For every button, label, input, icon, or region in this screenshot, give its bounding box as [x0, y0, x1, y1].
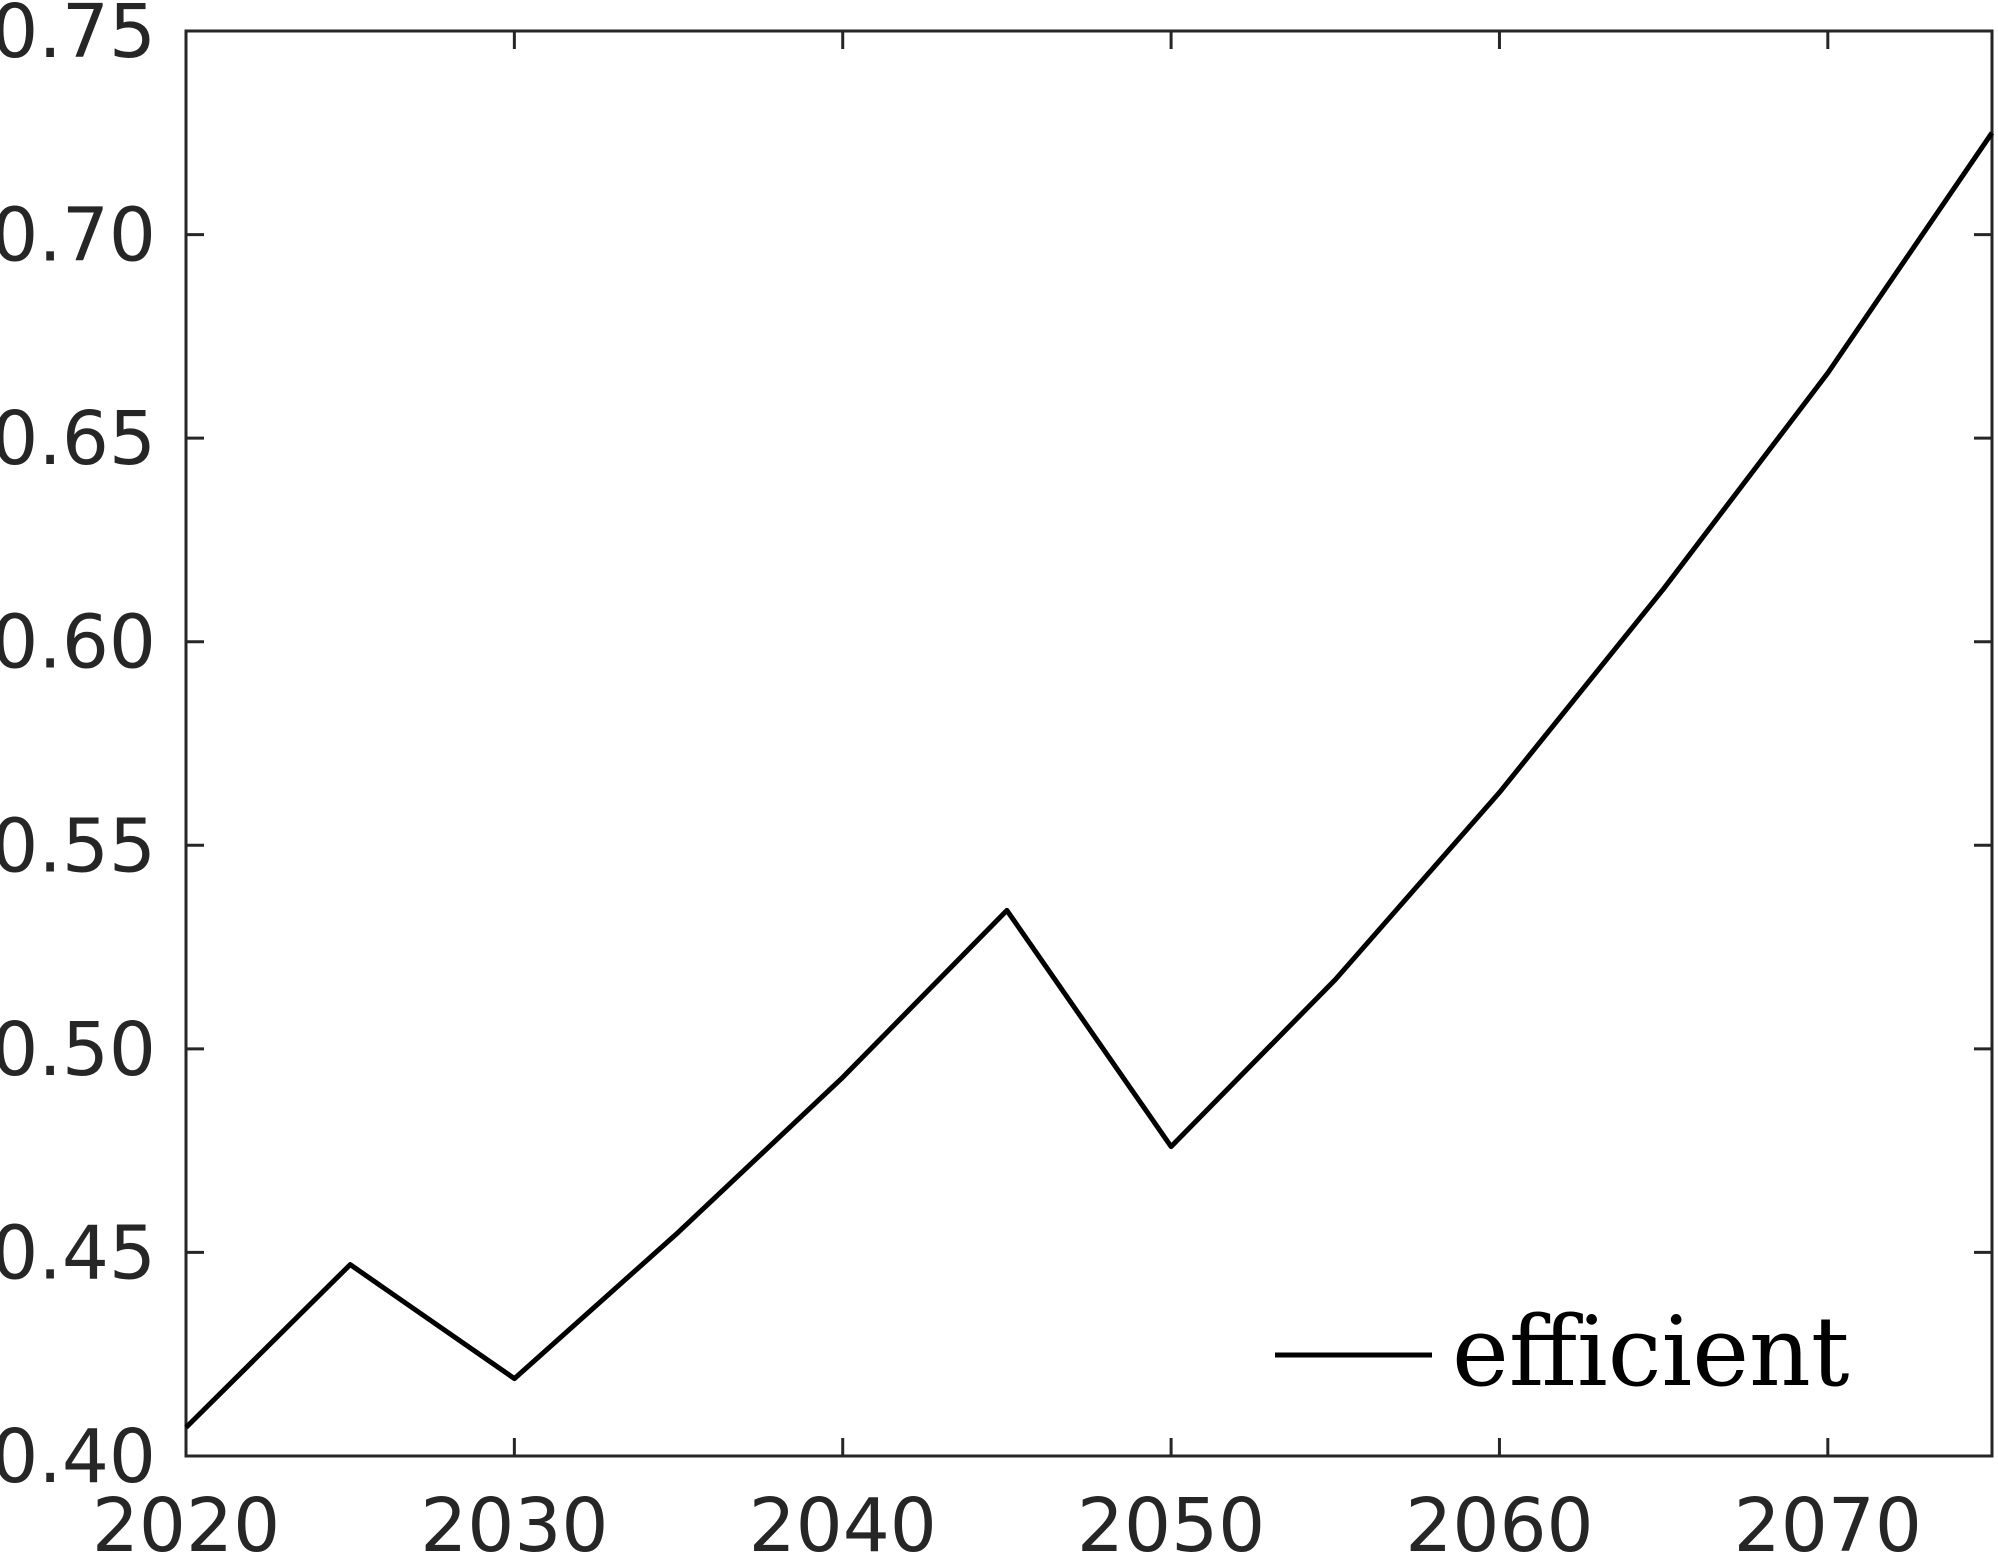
y-tick-label-0.55: 0.55 — [0, 803, 156, 889]
y-tick-label-0.50: 0.50 — [0, 1007, 156, 1093]
series-line-efficient — [184, 131, 1995, 1430]
x-tick-label-2060: 2060 — [1405, 1483, 1593, 1554]
x-tick-label-2050: 2050 — [1077, 1483, 1265, 1554]
x-tick-label-2020: 2020 — [92, 1483, 280, 1554]
x-axis-ticks: 2020 2030 2040 2050 2060 2070 — [92, 31, 1922, 1554]
plot-area-box — [184, 29, 1994, 1458]
y-tick-label-0.40: 0.40 — [0, 1414, 156, 1500]
y-axis-ticks: 0.40 0.45 0.50 0.55 0.60 0.65 0.70 0.75 — [0, 0, 1992, 1500]
legend: efficient — [1275, 1296, 1849, 1408]
y-tick-label-0.45: 0.45 — [0, 1210, 156, 1296]
x-tick-label-2030: 2030 — [420, 1483, 608, 1554]
series-layer — [184, 131, 1995, 1430]
x-tick-label-2070: 2070 — [1734, 1483, 1922, 1554]
legend-label-efficient: efficient — [1452, 1296, 1849, 1408]
y-tick-label-0.75: 0.75 — [0, 0, 156, 75]
y-tick-label-0.65: 0.65 — [0, 396, 156, 482]
x-tick-label-2040: 2040 — [749, 1483, 937, 1554]
y-tick-label-0.70: 0.70 — [0, 193, 156, 279]
y-tick-label-0.60: 0.60 — [0, 600, 156, 686]
